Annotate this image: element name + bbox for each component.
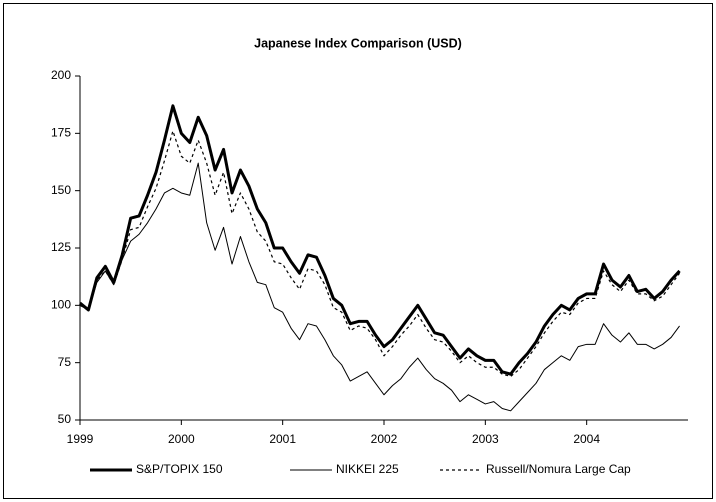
- y-tick-label: 150: [51, 183, 71, 197]
- x-tick-label: 2004: [573, 432, 600, 446]
- series-line: [79, 104, 681, 376]
- series-line: [79, 130, 681, 378]
- legend-label: S&P/TOPIX 150: [136, 462, 223, 476]
- y-tick-label: 200: [51, 68, 71, 82]
- y-tick-label: 75: [58, 355, 72, 369]
- y-tick-label: 50: [58, 412, 72, 426]
- x-tick-label: 2001: [269, 432, 296, 446]
- chart-title: Japanese Index Comparison (USD): [254, 36, 462, 50]
- y-tick-label: 100: [51, 298, 71, 312]
- chart-border: [3, 3, 713, 499]
- series-line: [79, 162, 680, 412]
- y-tick-label: 175: [51, 126, 71, 140]
- legend-label: NIKKEI 225: [336, 462, 399, 476]
- x-tick-label: 1999: [67, 432, 94, 446]
- x-tick-label: 2003: [472, 432, 499, 446]
- x-tick-label: 2000: [168, 432, 195, 446]
- legend-label: Russell/Nomura Large Cap: [486, 462, 631, 476]
- y-tick-label: 125: [51, 240, 71, 254]
- x-tick-label: 2002: [371, 432, 398, 446]
